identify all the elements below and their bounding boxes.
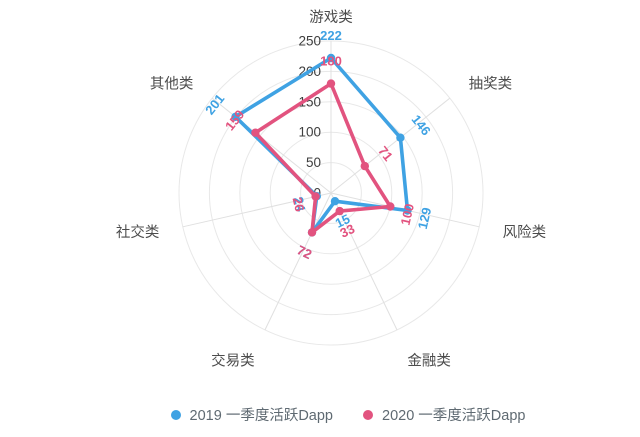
data-point-label: 129 [415,206,434,231]
axis-tick-label: 150 [298,94,321,109]
data-point[interactable] [330,197,340,206]
category-label: 风险类 [503,224,546,241]
data-point[interactable] [251,128,260,137]
data-point-label: 72 [295,242,315,262]
data-point-label: 33 [338,221,358,241]
data-point[interactable] [326,53,336,63]
category-label: 社交类 [116,223,160,241]
legend-dot-2020-icon [363,409,373,420]
legend-item-2019[interactable]: 2019 一季度活跃Dapp [170,404,333,425]
series-line [233,56,410,235]
series-line [253,81,393,235]
chart-legend: 2019 一季度活跃Dapp 2020 一季度活跃Dapp [28,404,640,425]
category-label: 交易类 [211,352,255,370]
data-point[interactable] [326,79,336,88]
legend-dot-2019-icon [170,409,181,420]
axis-tick-label: 50 [306,155,321,170]
data-point-label: 146 [408,112,433,138]
data-point[interactable] [335,206,344,216]
legend-label-2020: 2020 一季度活跃Dapp [382,408,526,424]
data-point-label: 71 [375,143,396,164]
data-point-label: 180 [320,54,342,69]
data-point[interactable] [360,161,369,171]
data-point[interactable] [396,133,405,142]
data-point-label: 15 [333,211,353,231]
data-point-label: 100 [398,202,417,227]
category-label: 游戏类 [309,9,353,26]
category-label: 其他类 [150,75,194,92]
legend-label-2019: 2019 一季度活跃Dapp [189,408,333,424]
data-point[interactable] [386,202,395,211]
radar-chart: 050100150200250游戏类抽奖类风险类金融类交易类社交类其他类2221… [116,9,546,370]
data-point-label: 222 [320,28,342,43]
data-point-label: 201 [202,91,227,117]
data-point[interactable] [311,192,320,201]
legend-item-2020[interactable]: 2020 一季度活跃Dapp [363,404,525,425]
data-point[interactable] [403,206,412,215]
data-point[interactable] [307,228,317,237]
category-label: 抽奖类 [469,75,512,92]
data-point-label: 72 [295,242,315,262]
data-point-label: 26 [290,196,308,213]
axis-tick-label: 250 [298,34,321,49]
data-point-label: 24 [291,195,309,213]
data-point[interactable] [231,112,240,122]
category-label: 金融类 [407,353,451,370]
axis-tick-label: 100 [298,125,321,140]
radar-grid [178,40,484,346]
